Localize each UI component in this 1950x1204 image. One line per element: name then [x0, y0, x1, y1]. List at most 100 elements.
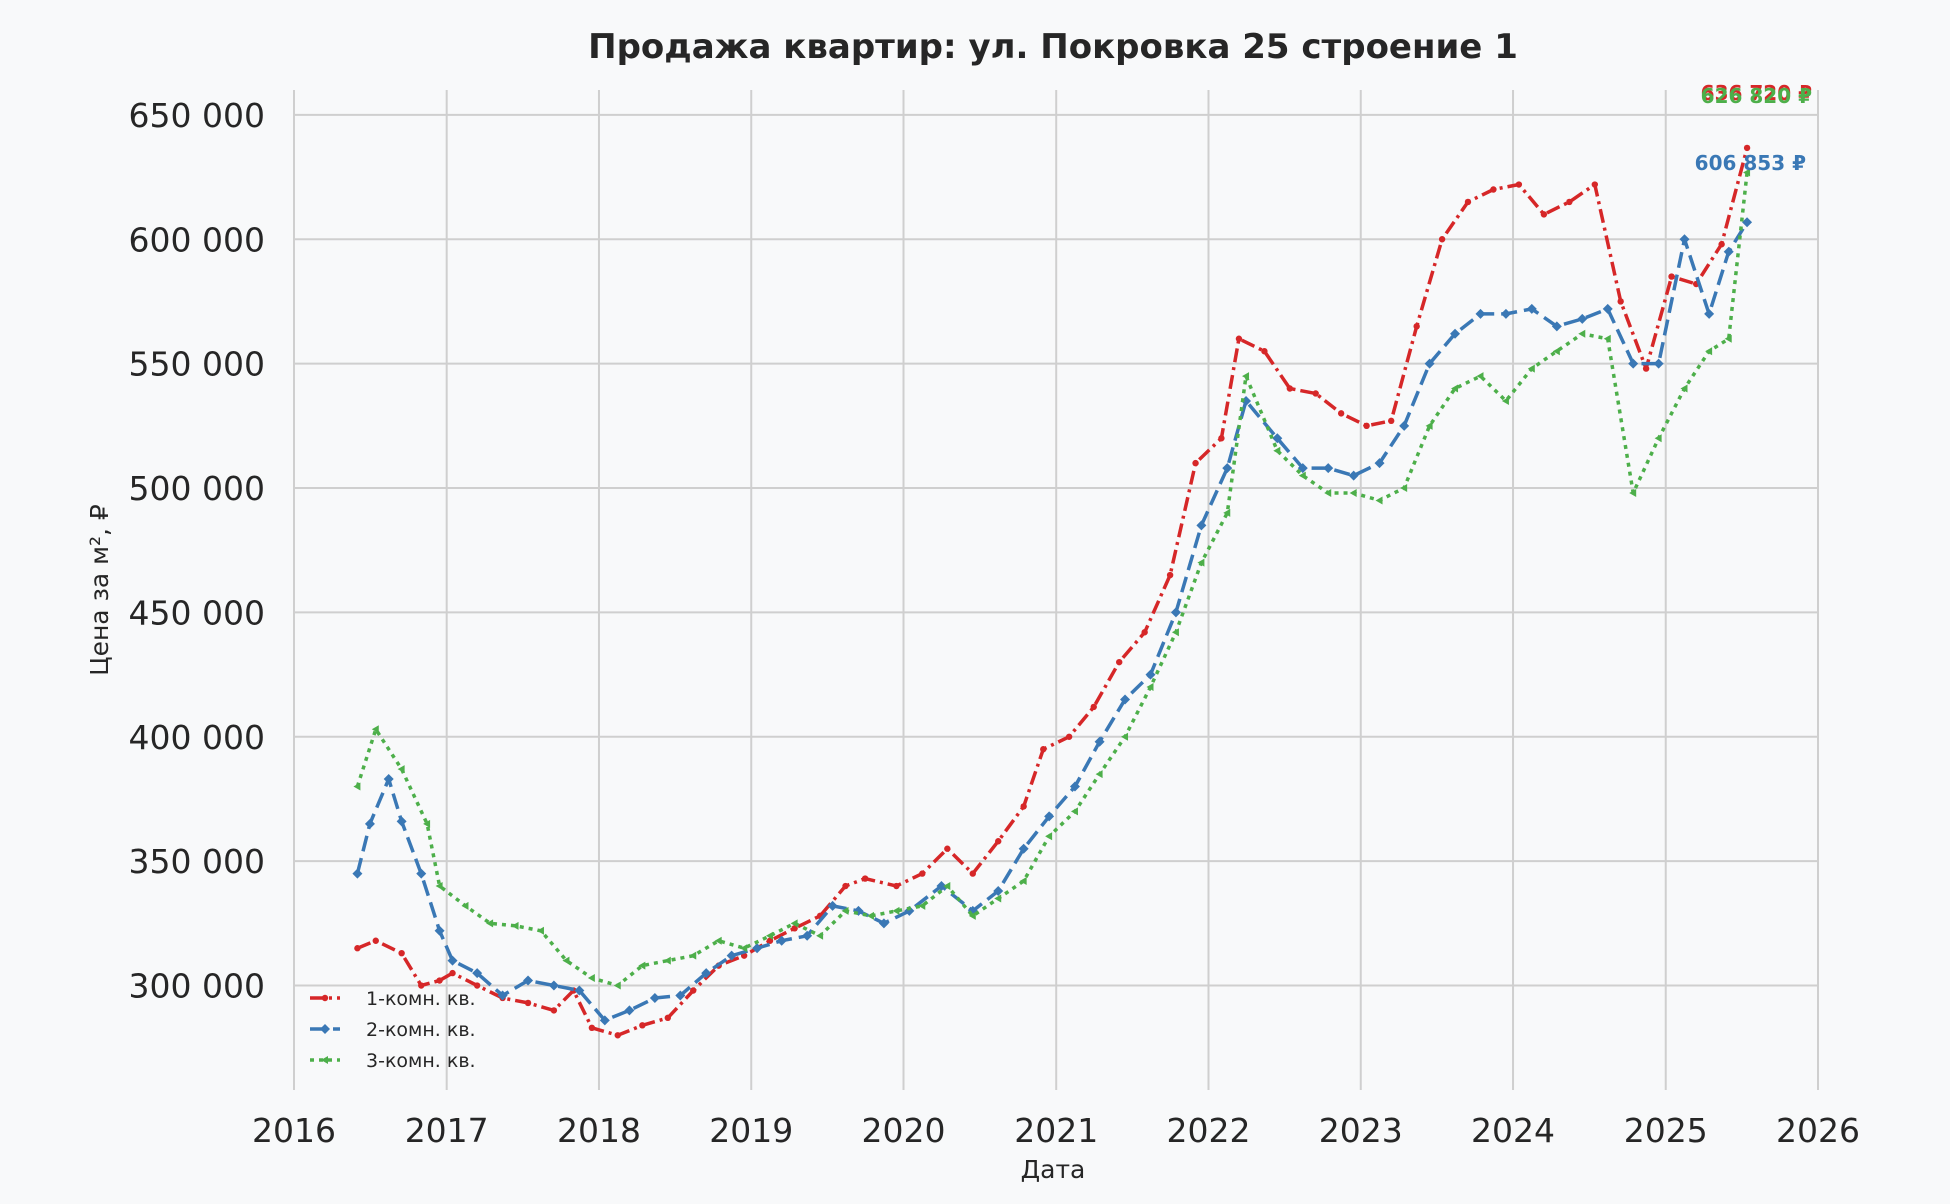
y-tick-label: 550 000	[129, 345, 265, 384]
data-point	[1166, 571, 1174, 579]
data-point	[1680, 384, 1688, 393]
series-end-label: 606 853 ₽	[1695, 151, 1806, 175]
data-point	[892, 906, 900, 915]
data-point	[861, 875, 869, 882]
data-point	[1375, 496, 1383, 505]
data-point	[1490, 186, 1497, 193]
data-point	[1044, 811, 1055, 822]
data-point	[827, 900, 838, 911]
data-point	[397, 765, 405, 774]
data-point	[791, 925, 798, 932]
legend-item: 2-комн. кв.	[310, 1019, 476, 1041]
series-line	[356, 147, 1749, 1038]
x-tick-label: 2021	[1014, 1111, 1098, 1150]
x-tick-label: 2019	[709, 1111, 793, 1150]
data-point	[383, 774, 394, 785]
data-point	[624, 1005, 635, 1016]
series-1	[354, 144, 1751, 1039]
data-point	[1464, 198, 1472, 206]
data-point	[1551, 321, 1562, 332]
data-point	[790, 919, 798, 928]
series-end-label: 626 820 ₽	[1701, 84, 1812, 108]
data-point	[1743, 144, 1751, 152]
data-point	[1348, 470, 1359, 481]
data-point	[1515, 181, 1523, 188]
data-point	[353, 782, 361, 791]
data-point	[1476, 372, 1484, 381]
y-tick-label: 400 000	[129, 718, 265, 757]
data-point	[1040, 746, 1047, 753]
data-point	[1540, 211, 1548, 218]
data-point	[726, 950, 737, 961]
y-tick-label: 300 000	[129, 967, 265, 1006]
data-point	[1116, 658, 1123, 666]
data-point	[320, 1024, 330, 1034]
legend-label: 3-комн. кв.	[366, 1050, 476, 1072]
data-point	[536, 926, 544, 935]
data-point	[1654, 434, 1662, 443]
data-point	[599, 1015, 610, 1026]
data-point	[447, 955, 458, 966]
data-point	[1501, 396, 1509, 405]
x-tick-label: 2020	[862, 1111, 946, 1150]
data-point	[1349, 488, 1357, 497]
data-point	[1668, 273, 1675, 280]
data-point	[1170, 607, 1181, 618]
data-point	[1045, 832, 1053, 841]
y-tick-label: 350 000	[129, 842, 265, 881]
data-point	[1450, 328, 1461, 339]
x-axis-label: Дата	[1021, 1155, 1086, 1184]
data-point	[396, 816, 407, 827]
data-point	[614, 1032, 621, 1039]
data-point	[436, 977, 443, 984]
data-point	[1425, 421, 1433, 430]
data-point	[416, 868, 427, 879]
data-point	[639, 1022, 646, 1029]
data-point	[714, 936, 722, 945]
legend-label: 2-комн. кв.	[366, 1019, 476, 1041]
data-point	[994, 894, 1002, 903]
data-point	[649, 992, 660, 1003]
data-point	[511, 921, 519, 930]
data-point	[352, 868, 363, 879]
data-point	[1723, 246, 1734, 257]
data-point	[1141, 629, 1148, 636]
data-point	[1069, 781, 1080, 792]
data-point	[1070, 807, 1078, 816]
data-point	[1298, 471, 1306, 480]
y-tick-label: 500 000	[129, 469, 265, 508]
data-point	[1261, 347, 1268, 355]
data-point	[1617, 298, 1624, 305]
data-point	[1591, 181, 1599, 188]
data-point	[371, 725, 379, 734]
data-point	[1602, 303, 1613, 314]
y-tick-label: 650 000	[129, 96, 265, 135]
data-point	[752, 943, 763, 954]
data-point	[841, 906, 849, 915]
data-point	[878, 918, 889, 929]
data-point	[434, 925, 445, 936]
legend-item: 1-комн. кв.	[310, 988, 476, 1010]
data-point	[893, 882, 900, 890]
grid	[293, 90, 1819, 1090]
data-point	[663, 956, 671, 965]
data-point	[1742, 217, 1753, 228]
data-point	[588, 1024, 596, 1032]
x-tick-label: 2016	[252, 1111, 336, 1150]
data-point	[995, 838, 1002, 845]
legend: 1-комн. кв. 2-комн. кв. 3-комн. кв.	[310, 988, 476, 1072]
data-point	[1145, 669, 1156, 680]
data-point	[1120, 694, 1131, 705]
data-point	[472, 968, 483, 979]
y-tick-label: 450 000	[129, 593, 265, 632]
data-point	[690, 987, 697, 994]
data-point	[1324, 488, 1332, 497]
data-point	[1413, 323, 1420, 330]
data-point	[936, 881, 947, 892]
data-point	[664, 1014, 672, 1022]
data-point	[1297, 463, 1308, 474]
data-point	[548, 980, 559, 991]
data-point	[473, 982, 481, 989]
data-point	[919, 870, 926, 877]
data-point	[701, 968, 712, 979]
